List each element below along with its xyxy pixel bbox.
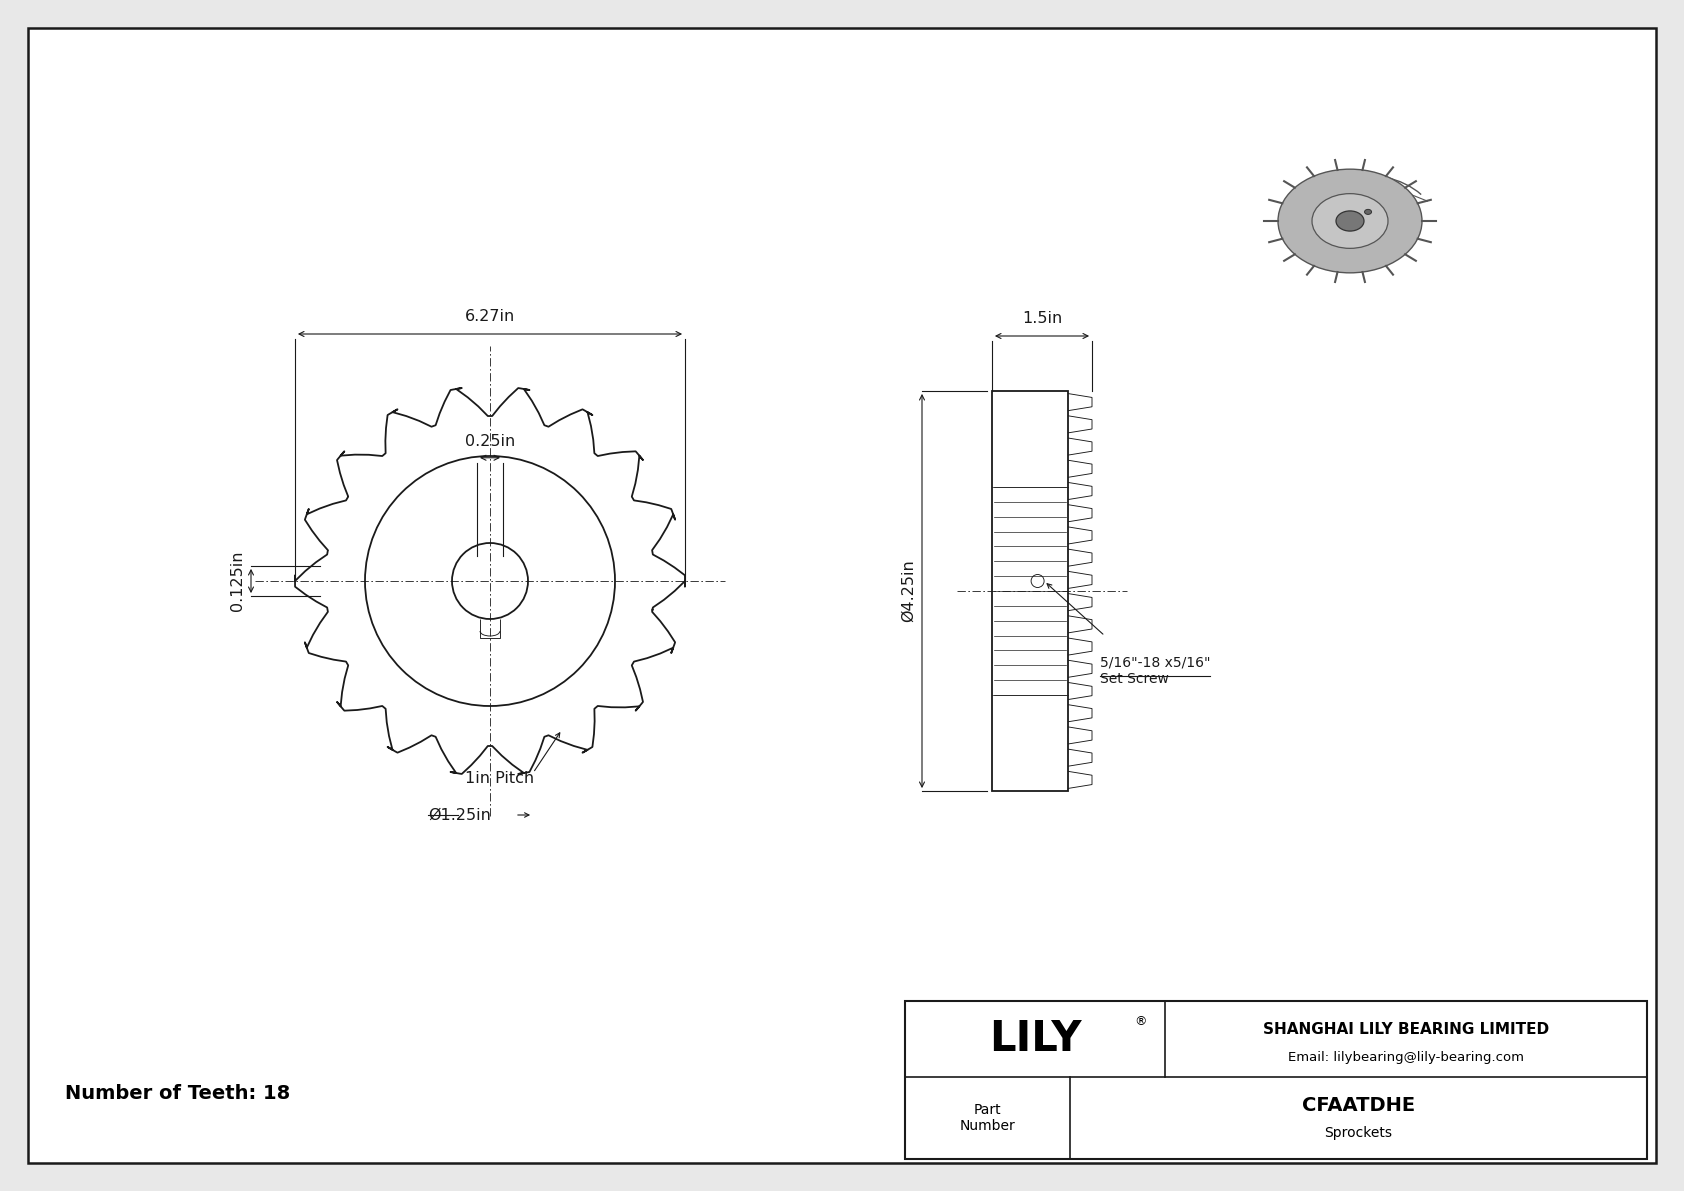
Text: CFAATDHE: CFAATDHE bbox=[1302, 1097, 1415, 1116]
Text: Part
Number: Part Number bbox=[960, 1103, 1015, 1133]
Text: ®: ® bbox=[1133, 1015, 1147, 1028]
Ellipse shape bbox=[1278, 169, 1421, 273]
Text: 0.25in: 0.25in bbox=[465, 434, 515, 449]
Text: Ø1.25in: Ø1.25in bbox=[428, 807, 490, 823]
Text: Email: lilybearing@lily-bearing.com: Email: lilybearing@lily-bearing.com bbox=[1288, 1052, 1524, 1065]
Ellipse shape bbox=[1335, 211, 1364, 231]
Text: Ø4.25in: Ø4.25in bbox=[901, 560, 916, 623]
Text: 5/16"-18 x5/16"
Set Screw: 5/16"-18 x5/16" Set Screw bbox=[1100, 656, 1211, 686]
Text: Number of Teeth: 18: Number of Teeth: 18 bbox=[66, 1084, 290, 1103]
Text: LILY: LILY bbox=[989, 1018, 1081, 1060]
Text: 1in Pitch: 1in Pitch bbox=[465, 771, 534, 786]
Text: 0.125in: 0.125in bbox=[231, 550, 244, 611]
Text: SHANGHAI LILY BEARING LIMITED: SHANGHAI LILY BEARING LIMITED bbox=[1263, 1022, 1549, 1037]
Bar bbox=[992, 391, 1068, 791]
Text: Sprockets: Sprockets bbox=[1325, 1125, 1393, 1140]
Text: 6.27in: 6.27in bbox=[465, 308, 515, 324]
Bar bbox=[904, 1000, 1647, 1159]
Ellipse shape bbox=[1364, 210, 1371, 214]
Text: 1.5in: 1.5in bbox=[1022, 311, 1063, 326]
Ellipse shape bbox=[1312, 194, 1388, 249]
